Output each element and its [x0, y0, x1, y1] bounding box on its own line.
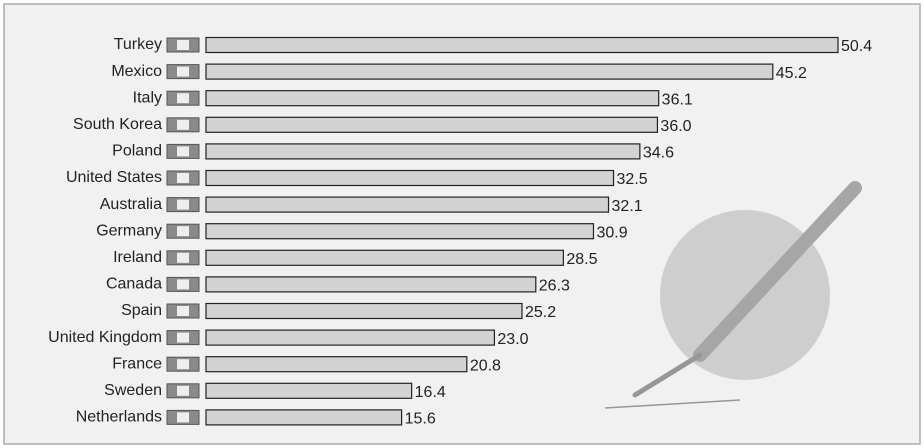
- flag-detail: [177, 66, 189, 77]
- flag-detail: [177, 306, 189, 316]
- incision-line: [604, 399, 741, 409]
- category-label: United Kingdom: [48, 329, 162, 346]
- flag-detail: [177, 40, 189, 50]
- bar: [205, 90, 660, 107]
- flag-detail: [177, 359, 189, 370]
- flag-detail: [177, 226, 189, 237]
- bar: [205, 249, 564, 266]
- category-label: South Korea: [73, 116, 162, 133]
- bar: [205, 36, 839, 54]
- bar: [205, 63, 774, 80]
- flag-detail: [177, 279, 189, 290]
- flag-detail: [177, 252, 189, 263]
- value-label: 26.3: [539, 278, 570, 295]
- flag-detail: [177, 146, 189, 157]
- category-label: United States: [66, 169, 162, 186]
- category-label: Spain: [121, 302, 162, 319]
- scalpel-illustration: [604, 181, 862, 409]
- value-label: 15.6: [405, 411, 436, 428]
- category-label: Canada: [106, 276, 162, 293]
- category-label: France: [112, 355, 162, 372]
- flag-detail: [177, 119, 189, 130]
- bar: [205, 223, 595, 240]
- category-label: Italy: [133, 89, 162, 106]
- value-label: 23.0: [497, 331, 528, 348]
- flag-detail: [177, 199, 189, 210]
- value-label: 28.5: [566, 251, 597, 268]
- flag-detail: [177, 173, 189, 183]
- category-label: Ireland: [113, 249, 162, 266]
- value-label: 30.9: [596, 224, 627, 241]
- scalpel-handle: [693, 181, 862, 362]
- category-label: Germany: [96, 222, 162, 239]
- bar: [205, 329, 496, 346]
- scalpel-blade: [632, 352, 703, 398]
- bar: [205, 276, 537, 293]
- value-label: 34.6: [643, 145, 674, 162]
- value-label: 20.8: [470, 357, 501, 374]
- category-label: Poland: [112, 143, 162, 160]
- value-label: 16.4: [415, 384, 446, 401]
- bar: [205, 409, 403, 426]
- bar: [205, 143, 641, 160]
- bar: [205, 356, 468, 373]
- flag-detail: [177, 385, 189, 396]
- value-label: 45.2: [776, 65, 807, 82]
- bar: [205, 302, 523, 320]
- bar: [205, 116, 659, 133]
- value-label: 32.1: [612, 198, 643, 215]
- bar: [205, 382, 413, 399]
- bar: [205, 169, 615, 187]
- value-label: 25.2: [525, 304, 556, 321]
- category-label: Turkey: [114, 36, 162, 53]
- value-label: 32.5: [617, 171, 648, 188]
- flag-detail: [177, 93, 189, 104]
- category-label: Netherlands: [76, 409, 162, 426]
- category-label: Sweden: [104, 382, 162, 399]
- value-label: 36.0: [660, 118, 691, 135]
- flag-detail: [177, 332, 189, 343]
- value-label: 36.1: [662, 91, 693, 108]
- value-label: 50.4: [841, 38, 872, 55]
- bar: [205, 196, 610, 213]
- flag-detail: [177, 412, 189, 423]
- category-label: Australia: [100, 196, 162, 213]
- category-label: Mexico: [111, 63, 162, 80]
